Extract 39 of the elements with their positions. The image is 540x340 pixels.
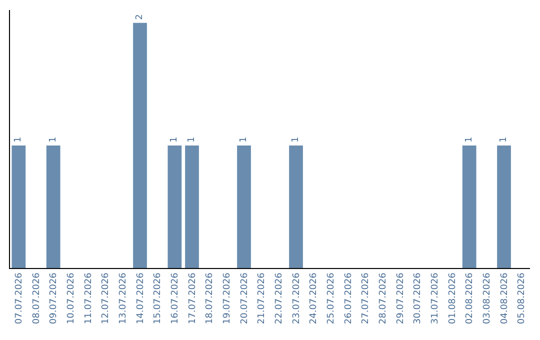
x-tick-label: 21.07.2026 [257, 272, 268, 324]
x-tick-label: 14.07.2026 [136, 272, 146, 324]
data-label: 1 [291, 136, 301, 142]
x-tick-label: 10.07.2026 [66, 272, 77, 324]
x-tick-label: 24.07.2026 [309, 272, 320, 324]
x-tick-label: 22.07.2026 [274, 272, 285, 324]
x-tick-label: 31.07.2026 [430, 272, 441, 324]
data-label: 1 [464, 136, 474, 142]
x-tick-label: 11.07.2026 [84, 272, 94, 324]
x-tick-label: 23.07.2026 [292, 272, 302, 324]
x-tick-label: 08.07.2026 [32, 272, 42, 324]
x-tick-label: 27.07.2026 [361, 272, 372, 324]
x-tick-label: 07.07.2026 [14, 272, 25, 324]
data-label: 2 [135, 14, 145, 20]
x-tick-label: 19.07.2026 [222, 272, 233, 324]
x-tick-label: 30.07.2026 [413, 272, 424, 324]
x-tick-label: 12.07.2026 [101, 272, 112, 324]
data-label: 1 [14, 136, 24, 142]
data-label: 1 [48, 136, 58, 142]
x-tick-label: 03.08.2026 [482, 272, 493, 324]
data-label: 1 [239, 136, 249, 142]
x-tick-label: 28.07.2026 [378, 272, 389, 324]
x-tick-label: 04.08.2026 [500, 272, 510, 324]
data-label: 1 [499, 136, 509, 142]
data-label: 1 [170, 136, 180, 142]
data-label: 1 [187, 136, 197, 142]
x-tick-label: 01.08.2026 [448, 272, 458, 324]
x-tick-label: 17.07.2026 [188, 272, 198, 324]
x-tick-label: 20.07.2026 [240, 272, 250, 324]
x-tick-label: 16.07.2026 [170, 272, 181, 324]
x-tick-label: 29.07.2026 [396, 272, 406, 324]
x-tick-label: 15.07.2026 [153, 272, 164, 324]
x-tick-label: 05.08.2026 [517, 272, 528, 324]
x-tick-label: 13.07.2026 [118, 272, 129, 324]
x-tick-label: 18.07.2026 [205, 272, 216, 324]
x-tick-label: 26.07.2026 [344, 272, 354, 324]
x-tick-label: 02.08.2026 [465, 272, 476, 324]
x-tick-label: 09.07.2026 [49, 272, 60, 324]
x-tick-label: 25.07.2026 [326, 272, 337, 324]
